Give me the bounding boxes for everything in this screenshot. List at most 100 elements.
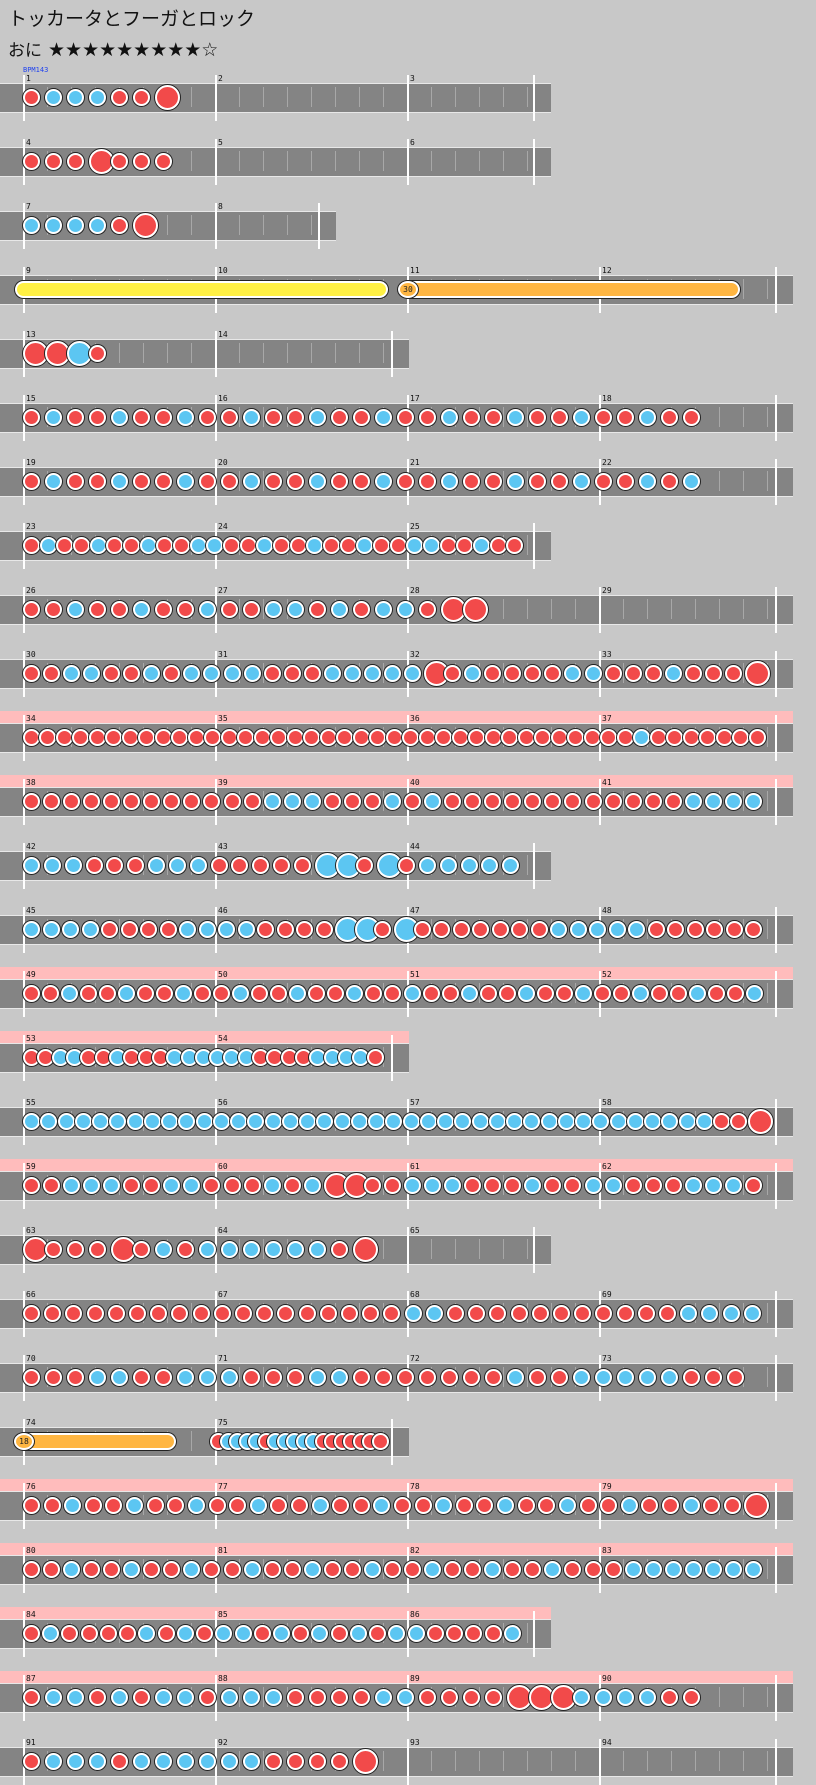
beat-line xyxy=(695,1751,696,1771)
don-note xyxy=(23,1368,40,1386)
don-note xyxy=(617,472,634,490)
measure-number: 2 xyxy=(218,74,223,83)
don-note xyxy=(243,1176,261,1194)
don-note xyxy=(63,792,81,810)
beat-line xyxy=(743,471,744,491)
don-big-note xyxy=(747,1108,773,1134)
beat-line xyxy=(311,215,312,235)
beat-line xyxy=(671,599,672,619)
ka-note xyxy=(89,536,107,554)
don-note xyxy=(133,408,150,426)
don-note xyxy=(604,1560,622,1578)
beat-line xyxy=(623,1175,624,1195)
don-note xyxy=(472,920,490,938)
don-note xyxy=(133,1688,150,1706)
don-note xyxy=(745,920,763,938)
don-note xyxy=(194,984,212,1002)
don-note xyxy=(88,728,106,746)
ka-note xyxy=(507,408,524,426)
don-note xyxy=(23,664,40,682)
ka-note xyxy=(373,1496,391,1514)
beat-line xyxy=(767,407,768,427)
measure-number: 92 xyxy=(218,1738,228,1747)
ka-note xyxy=(89,216,106,234)
beat-line xyxy=(359,1303,360,1323)
don-note xyxy=(363,792,381,810)
ka-note xyxy=(83,664,101,682)
measure-number: 27 xyxy=(218,586,228,595)
ka-note xyxy=(744,1560,762,1578)
beat-line xyxy=(623,791,624,811)
don-note xyxy=(167,1496,185,1514)
beat-line xyxy=(239,471,240,491)
don-note xyxy=(723,1496,741,1514)
ka-note xyxy=(423,536,440,554)
ka-note xyxy=(45,216,62,234)
note-lane xyxy=(0,403,793,433)
ka-note xyxy=(163,1176,181,1194)
don-note xyxy=(524,792,542,810)
beat-line xyxy=(287,215,288,235)
don-note xyxy=(177,1240,194,1258)
don-note xyxy=(530,920,548,938)
don-note xyxy=(419,1688,436,1706)
don-note xyxy=(67,1240,84,1258)
measure-number: 19 xyxy=(26,458,36,467)
measure-number: 23 xyxy=(26,522,36,531)
ka-note xyxy=(503,1624,521,1642)
beat-line xyxy=(311,87,312,107)
don-note xyxy=(435,728,453,746)
ka-note xyxy=(111,472,128,490)
beat-line xyxy=(527,407,528,427)
don-note xyxy=(550,728,568,746)
don-note xyxy=(356,856,374,874)
measure-number: 33 xyxy=(602,650,612,659)
beat-line xyxy=(119,343,120,363)
ka-note xyxy=(138,1624,156,1642)
don-note xyxy=(498,984,516,1002)
beat-line xyxy=(311,343,312,363)
beat-line xyxy=(503,1175,504,1195)
ka-note xyxy=(143,1112,161,1130)
don-note xyxy=(199,1688,216,1706)
ka-note xyxy=(265,600,282,618)
beat-line xyxy=(671,1751,672,1771)
ka-note xyxy=(306,536,324,554)
measure-number: 31 xyxy=(218,650,228,659)
ka-note xyxy=(471,1112,489,1130)
don-note xyxy=(659,1304,676,1322)
don-note xyxy=(397,1368,414,1386)
don-note xyxy=(308,984,326,1002)
don-note xyxy=(323,536,340,554)
ka-note xyxy=(221,1368,238,1386)
don-note xyxy=(156,536,174,554)
measure-line xyxy=(775,395,777,441)
beat-line xyxy=(623,663,624,683)
measure-number: 13 xyxy=(26,330,36,339)
measure-number: 21 xyxy=(410,458,420,467)
don-note xyxy=(235,1304,252,1322)
ka-note xyxy=(573,1688,590,1706)
ka-note xyxy=(176,1624,194,1642)
ka-note xyxy=(256,536,274,554)
beat-line xyxy=(743,1303,744,1323)
beat-line xyxy=(191,87,192,107)
don-note xyxy=(441,1368,458,1386)
don-note xyxy=(705,1368,722,1386)
don-note xyxy=(309,600,326,618)
beat-line xyxy=(311,1495,312,1515)
don-note xyxy=(287,1368,304,1386)
beat-line xyxy=(335,87,336,107)
ka-note xyxy=(89,88,106,106)
don-note xyxy=(441,1688,458,1706)
don-note xyxy=(531,1304,549,1322)
don-note xyxy=(564,1176,582,1194)
ka-note xyxy=(557,1112,575,1130)
measure-number: 53 xyxy=(26,1034,36,1043)
ka-note xyxy=(39,536,57,554)
don-note xyxy=(504,1176,522,1194)
don-note xyxy=(103,664,121,682)
don-note xyxy=(524,664,542,682)
don-note xyxy=(163,792,181,810)
don-note xyxy=(664,1176,682,1194)
